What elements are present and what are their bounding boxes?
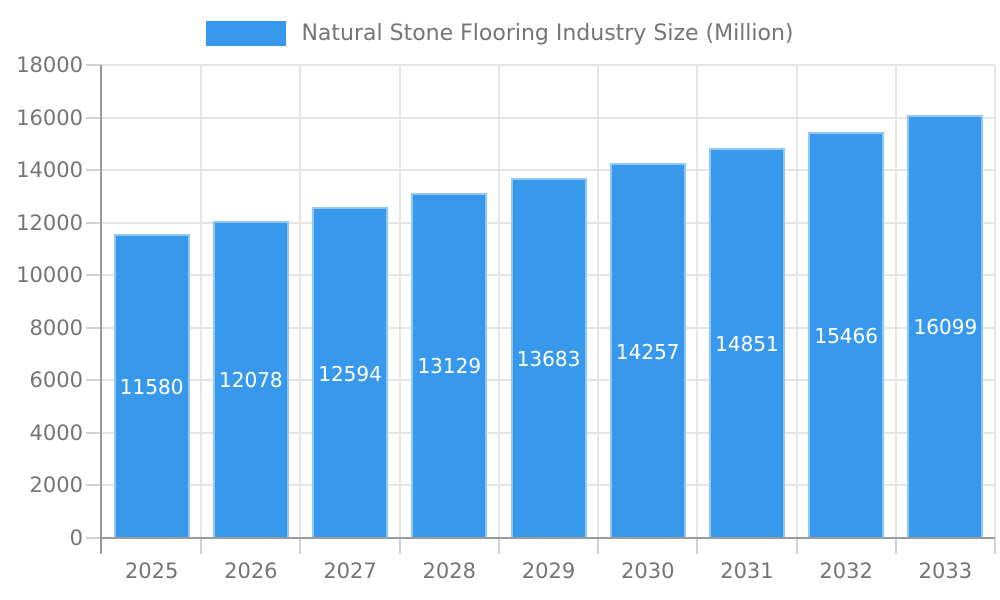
x-axis-label: 2032 [819, 559, 873, 583]
x-axis-tick [398, 538, 401, 554]
gridline-vertical [200, 65, 203, 538]
x-axis-tick [299, 538, 302, 554]
y-axis-label: 8000 [29, 315, 83, 340]
x-axis-label: 2029 [521, 559, 576, 583]
x-axis-tick [795, 538, 798, 554]
gridline-vertical [398, 65, 401, 538]
y-axis-tick [86, 221, 102, 224]
bar-value-label: 15466 [814, 323, 878, 348]
legend-swatch [206, 20, 287, 46]
gridline-horizontal [102, 116, 995, 119]
x-axis-label: 2028 [422, 559, 476, 583]
x-axis-label: 2031 [720, 559, 774, 583]
gridline-horizontal [102, 169, 995, 172]
gridline-vertical [497, 65, 500, 538]
gridline-vertical [696, 65, 699, 538]
bar: 12594 [312, 207, 389, 538]
y-axis-tick [86, 169, 102, 172]
y-axis-tick [86, 326, 102, 329]
bar: 13683 [510, 178, 587, 538]
x-axis-line [100, 537, 995, 539]
y-axis-tick [86, 274, 102, 277]
bar-value-label: 13683 [516, 347, 581, 372]
x-axis-tick [894, 538, 897, 554]
x-axis-label: 2027 [323, 559, 377, 583]
gridline-vertical [894, 65, 897, 538]
bar: 11580 [113, 233, 190, 538]
x-axis-tick [994, 538, 996, 554]
bar-value-label: 12594 [318, 361, 382, 386]
y-axis-label: 6000 [29, 368, 83, 393]
y-axis-label: 18000 [16, 53, 83, 77]
bar-value-label: 14851 [715, 331, 779, 356]
x-axis-tick [497, 538, 500, 554]
gridline-vertical [795, 65, 798, 538]
y-axis-label: 14000 [16, 158, 83, 183]
y-axis-tick [86, 537, 102, 539]
x-axis-tick [200, 538, 203, 554]
y-axis-tick [86, 64, 102, 66]
bar: 13129 [411, 192, 488, 538]
bar: 15466 [808, 131, 885, 538]
y-axis-tick [86, 431, 102, 434]
legend-label: Natural Stone Flooring Industry Size (Mi… [301, 20, 794, 46]
y-axis-label: 4000 [29, 420, 83, 445]
bar-value-label: 11580 [119, 374, 184, 399]
x-axis-label: 2030 [620, 559, 675, 583]
y-axis-label: 2000 [29, 473, 83, 498]
gridline-vertical [299, 65, 302, 538]
y-axis-tick [86, 379, 102, 382]
bar-value-label: 16099 [913, 315, 978, 340]
y-axis-label: 16000 [16, 105, 83, 130]
y-axis-label: 10000 [16, 263, 83, 288]
bar: 16099 [907, 114, 984, 538]
bar: 14851 [708, 147, 785, 538]
x-axis-tick [696, 538, 699, 554]
bar-value-label: 13129 [417, 354, 482, 379]
bar-value-label: 14257 [615, 339, 680, 364]
bar-value-label: 12078 [219, 368, 283, 393]
chart-legend[interactable]: Natural Stone Flooring Industry Size (Mi… [0, 18, 1000, 48]
gridline-vertical [597, 65, 600, 538]
y-axis-tick [86, 116, 102, 119]
gridline-horizontal [102, 64, 995, 66]
bar: 14257 [609, 163, 686, 538]
gridline-vertical [994, 65, 996, 538]
y-axis-line [100, 65, 102, 554]
x-axis-label: 2025 [124, 559, 179, 583]
x-axis-tick [597, 538, 600, 554]
bar: 12078 [212, 220, 289, 538]
x-axis-label: 2026 [224, 559, 278, 583]
y-axis-label: 0 [69, 526, 83, 550]
x-axis-label: 2033 [918, 559, 973, 583]
y-axis-tick [86, 484, 102, 487]
y-axis-label: 12000 [16, 210, 83, 235]
